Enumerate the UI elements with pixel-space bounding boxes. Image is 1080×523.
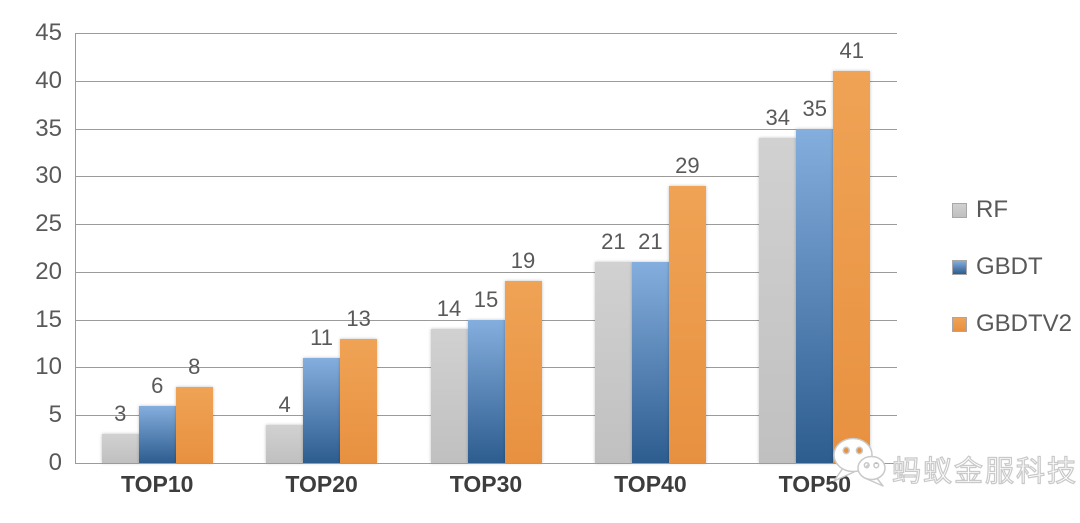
gridline-y-25 [75, 224, 897, 226]
bar-value-label: 29 [675, 152, 700, 178]
bar-value-label: 13 [346, 305, 371, 331]
bar-rf-top50 [759, 138, 797, 463]
legend: RF GBDT GBDTV2 [952, 196, 1072, 338]
bar-gbdt-top50 [796, 128, 834, 463]
y-tick-label-40: 40 [35, 66, 62, 94]
legend-label-gbdtv2: GBDTV2 [976, 310, 1073, 337]
bar-rf-top10 [101, 434, 139, 463]
legend-label-rf: RF [976, 196, 1008, 223]
legend-label-gbdt: GBDT [976, 253, 1043, 280]
bar-value-label: 14 [436, 296, 462, 322]
legend-item-gbdt: GBDT [952, 253, 1072, 281]
bar-gbdtv2-top50 [833, 71, 871, 463]
y-tick-label-45: 45 [35, 19, 62, 46]
bar-rf-top30 [430, 329, 468, 463]
bar-value-label: 41 [839, 38, 865, 64]
bar-gbdtv2-top20 [340, 338, 378, 463]
y-tick-label-5: 5 [48, 401, 62, 429]
x-tick-label-top10: TOP10 [120, 471, 194, 497]
bar-value-label: 15 [473, 286, 499, 312]
legend-item-rf: RF [952, 196, 1072, 224]
y-tick-label-35: 35 [35, 114, 62, 142]
y-tick-label-20: 20 [35, 257, 62, 285]
bar-value-label: 34 [765, 105, 791, 131]
bar-gbdt-top10 [138, 405, 176, 463]
y-axis-line [75, 33, 76, 463]
wechat-icon [833, 437, 886, 487]
bar-value-label: 8 [188, 353, 201, 379]
gridline-y-35 [75, 128, 897, 130]
legend-swatch-rf [952, 202, 967, 218]
bar-gbdt-top40 [631, 262, 669, 463]
y-tick-label-30: 30 [35, 162, 62, 190]
x-tick-label-top20: TOP20 [285, 471, 358, 497]
bar-value-label: 11 [310, 324, 334, 350]
gridline-y-20 [75, 271, 897, 273]
y-tick-label-0: 0 [48, 449, 62, 476]
y-tick-label-10: 10 [35, 353, 62, 381]
x-axis-line [75, 463, 897, 464]
bar-value-label: 19 [510, 248, 536, 274]
gridline-y-30 [75, 176, 897, 178]
y-tick-label-25: 25 [35, 210, 62, 238]
bar-value-label: 6 [151, 372, 164, 398]
x-tick-label-top40: TOP40 [614, 471, 687, 497]
bar-gbdt-top30 [467, 319, 505, 463]
legend-item-gbdtv2: GBDTV2 [952, 310, 1072, 338]
bar-value-label: 4 [278, 391, 291, 417]
bar-gbdtv2-top30 [504, 281, 542, 463]
bar-gbdtv2-top10 [175, 386, 213, 463]
bar-gbdt-top20 [303, 357, 341, 463]
bar-value-label: 3 [114, 401, 127, 427]
x-tick-label-top30: TOP30 [449, 471, 523, 497]
watermark: 蚂蚁金服科技 [828, 434, 1078, 490]
legend-swatch-gbdtv2 [952, 316, 967, 332]
bar-rf-top40 [594, 262, 632, 463]
bar-value-label: 35 [802, 95, 828, 121]
bar-value-label: 21 [638, 229, 663, 255]
legend-swatch-gbdt [952, 259, 967, 275]
gridline-y-45 [75, 33, 897, 34]
bar-rf-top20 [266, 424, 304, 463]
watermark-text: 蚂蚁金服科技 [891, 455, 1079, 488]
bar-value-label: 21 [601, 229, 626, 255]
gridline-y-40 [75, 80, 897, 82]
y-tick-label-15: 15 [35, 305, 62, 333]
bar-gbdtv2-top40 [668, 185, 706, 463]
